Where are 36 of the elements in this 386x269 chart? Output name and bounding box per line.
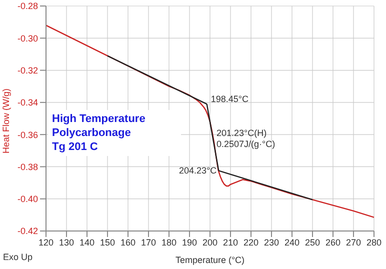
x-tick-label: 200 <box>202 237 218 248</box>
annotation: 198.45°C <box>210 94 249 104</box>
x-tick-label: 260 <box>325 237 341 248</box>
y-tick-label: -0.42 <box>17 226 38 236</box>
y-tick-label: -0.28 <box>17 1 38 12</box>
x-axis-title: Temperature (°C) <box>175 255 245 265</box>
x-tick-label: 160 <box>120 237 136 248</box>
annotation: High Temperature <box>52 112 146 126</box>
y-tick-label: -0.36 <box>17 130 38 140</box>
x-tick-label: 230 <box>264 237 280 248</box>
y-tick-label: -0.40 <box>17 194 38 204</box>
annotation: 204.23°C <box>179 166 218 176</box>
y-tick-label: -0.34 <box>17 98 38 108</box>
x-tick-label: 270 <box>346 237 362 248</box>
y-tick-label: -0.30 <box>17 33 38 44</box>
x-tick-label: 220 <box>243 237 259 248</box>
annotation: Polycarbonage <box>52 126 132 140</box>
annotation: 201.23°C(H) <box>216 128 267 138</box>
x-tick-label: 190 <box>182 237 198 248</box>
x-tick-label: 150 <box>100 237 116 248</box>
x-tick-label: 130 <box>58 237 74 248</box>
x-tick-label: 170 <box>140 237 156 248</box>
annotation: Tg 201 C <box>52 140 99 154</box>
x-tick-label: 280 <box>366 237 382 248</box>
text-box: High Temperature Polycarbonage Tg 201 C <box>48 110 181 156</box>
x-tick-label: 210 <box>222 237 238 248</box>
x-tick-label: 120 <box>38 237 54 248</box>
x-tick-label: 140 <box>79 237 95 248</box>
x-tick-label: 250 <box>304 237 320 248</box>
y-tick-label: -0.32 <box>17 65 38 76</box>
y-tick-label: -0.38 <box>17 162 38 172</box>
text: Exo Up <box>3 252 33 262</box>
y-axis-title: Heat Flow (W/g) <box>1 88 12 154</box>
annotation: 0.2507J/(g·°C) <box>216 138 276 149</box>
x-tick-label: 240 <box>284 237 300 248</box>
x-tick-label: 180 <box>161 237 177 248</box>
